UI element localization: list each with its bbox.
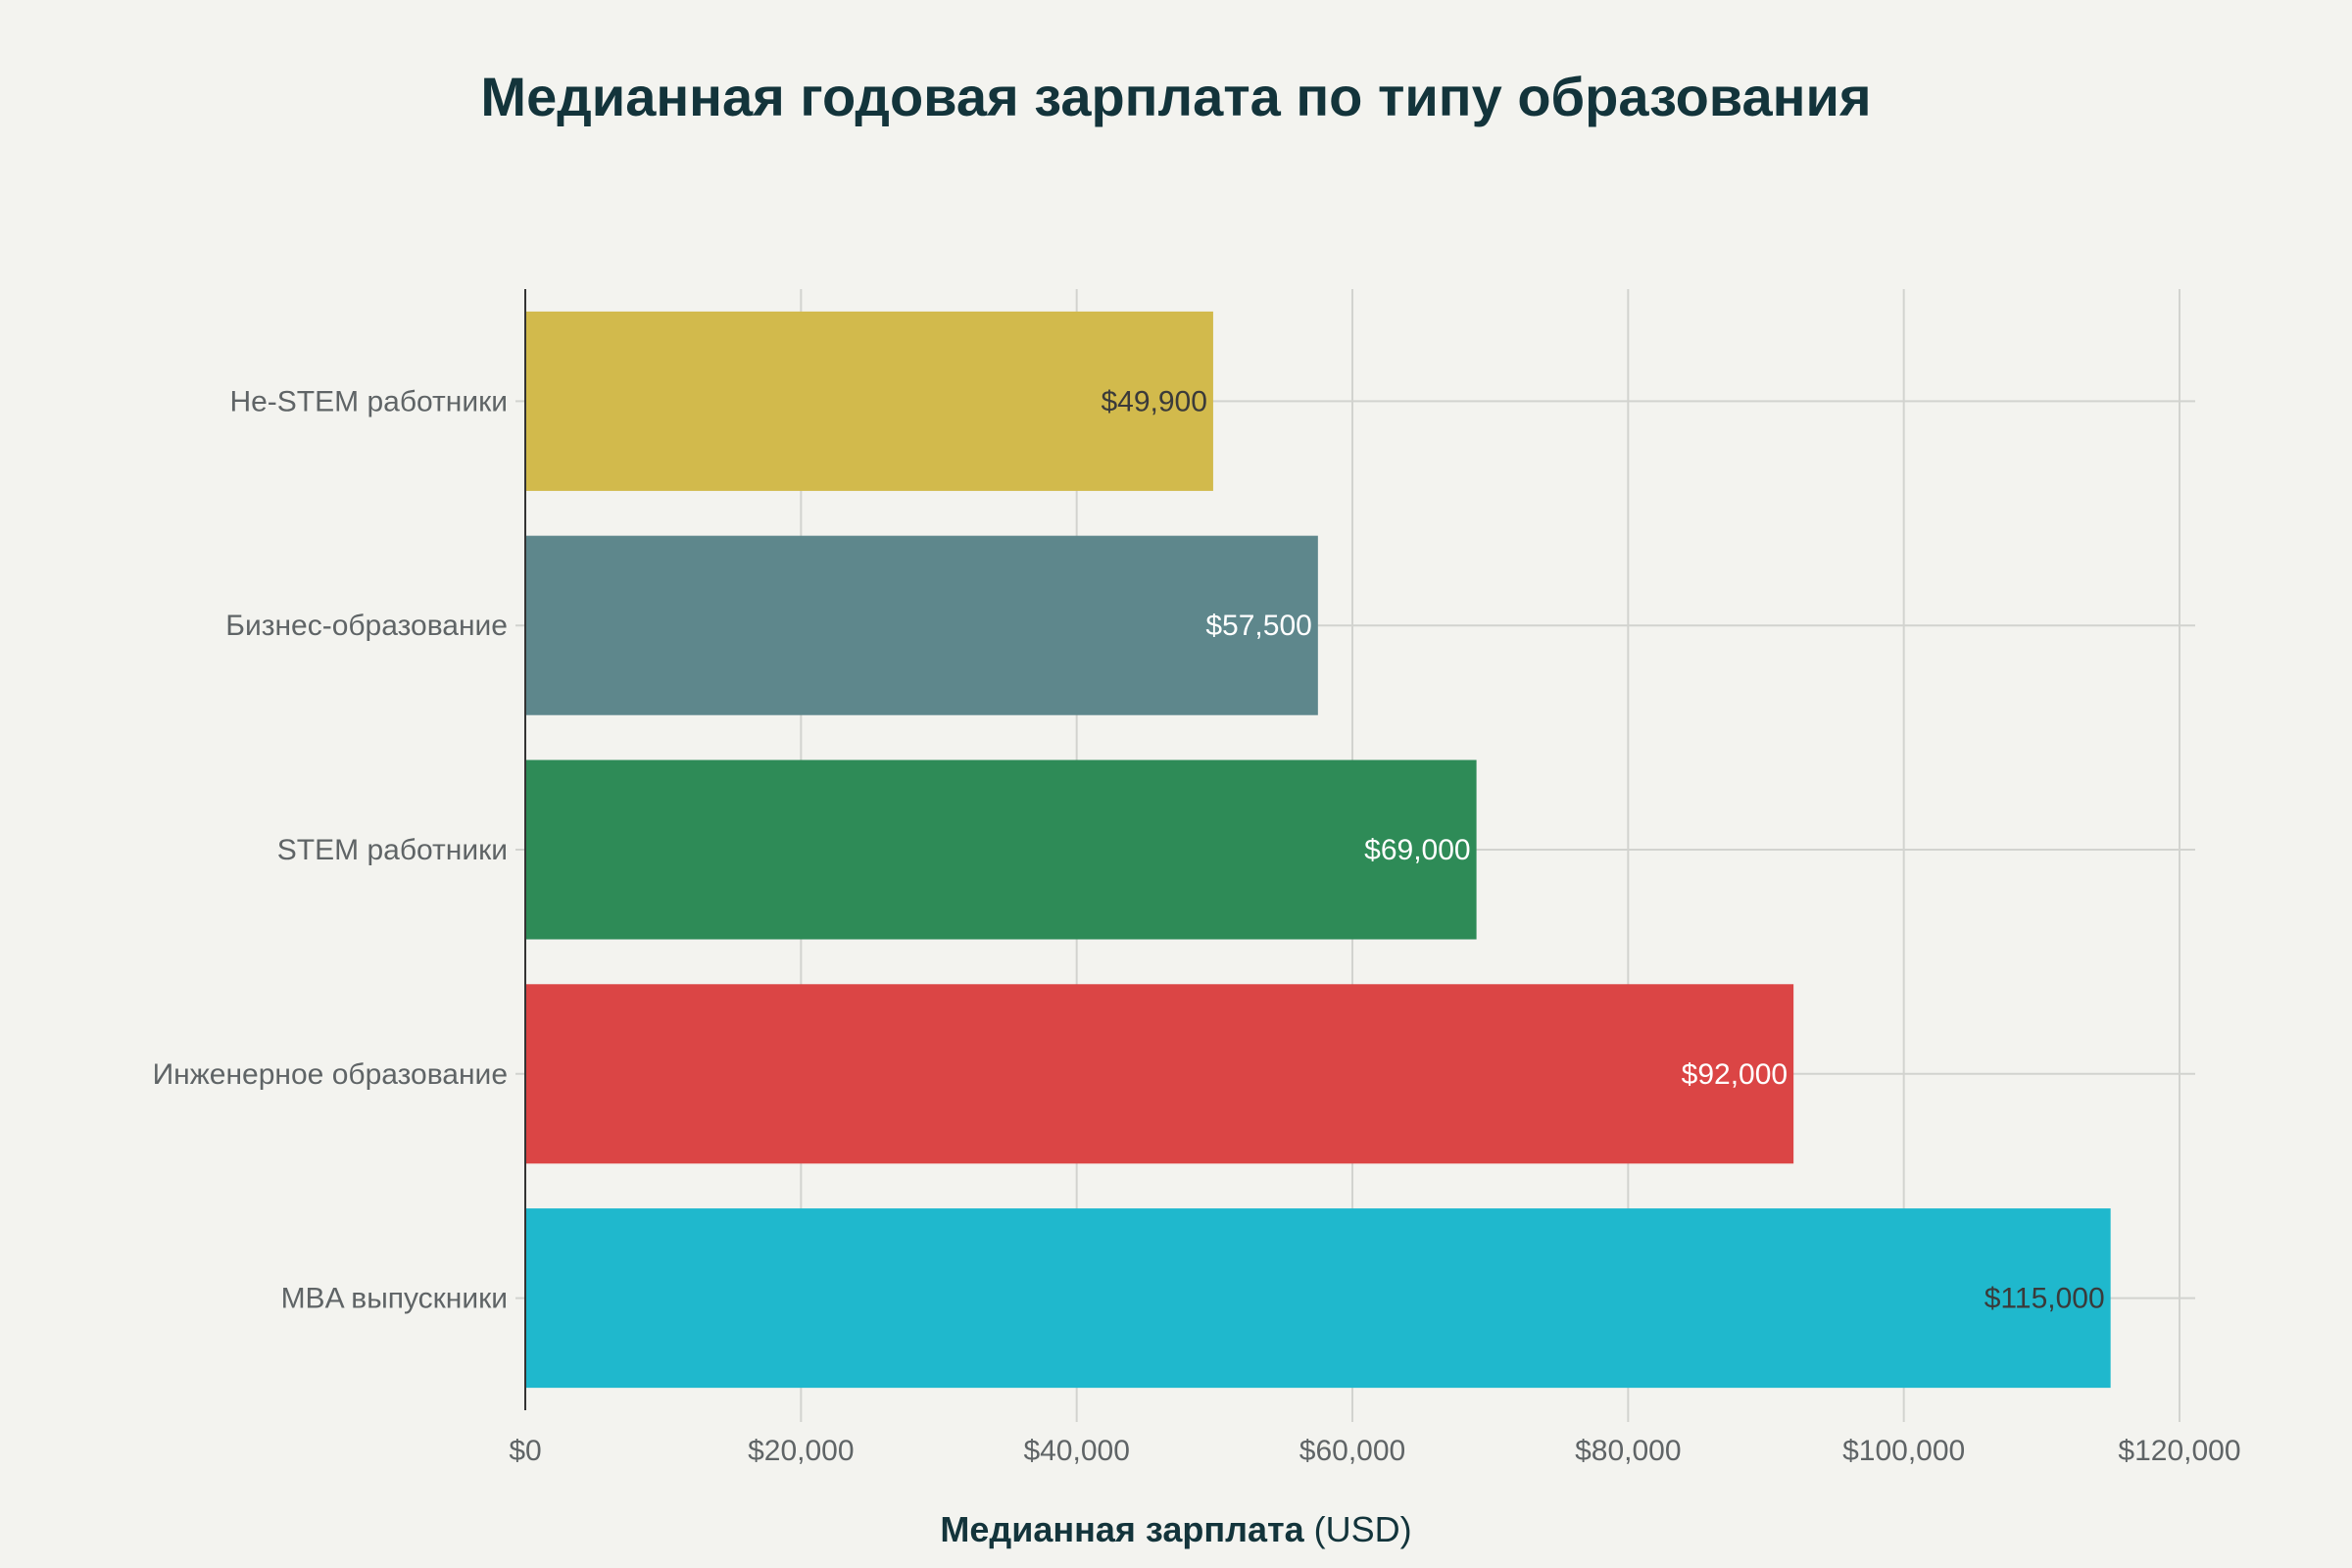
x-axis-title: Медианная зарплата (USD) <box>940 1509 1411 1549</box>
bar <box>525 311 1213 491</box>
bar <box>525 1208 2111 1389</box>
data-label: $69,000 <box>1364 834 1470 866</box>
y-tick-label: Бизнес-образование <box>225 610 508 642</box>
data-label: $115,000 <box>1984 1283 2105 1315</box>
y-axis-labels: Не-STEM работники Бизнес-образование STEM … <box>153 385 508 1314</box>
y-tick-label: Не-STEM работники <box>229 385 508 417</box>
x-tick-label: $60,000 <box>1299 1435 1405 1467</box>
x-axis-title-unit: (USD) <box>1314 1509 1412 1549</box>
x-tick-label: $0 <box>509 1435 541 1467</box>
x-axis-title-main: Медианная зарплата <box>940 1509 1304 1549</box>
x-tick-label: $120,000 <box>2118 1435 2240 1467</box>
y-tick-label: MBA выпускники <box>281 1283 508 1315</box>
y-tick-label: STEM работники <box>277 834 508 866</box>
x-tick-label: $80,000 <box>1575 1435 1681 1467</box>
bar <box>525 535 1318 715</box>
x-tick-label: $40,000 <box>1023 1435 1129 1467</box>
data-label: $49,900 <box>1101 385 1206 417</box>
data-label: $92,000 <box>1682 1058 1788 1091</box>
x-axis-labels: $0 $20,000 $40,000 $60,000 $80,000 $100,000 $1… <box>509 1435 2240 1467</box>
x-tick-label: $100,000 <box>1842 1435 1965 1467</box>
x-tick-label: $20,000 <box>748 1435 854 1467</box>
bar <box>525 760 1477 940</box>
chart-title: Медианная годовая зарплата по типу образ… <box>480 66 1871 127</box>
data-label: $57,500 <box>1205 610 1311 642</box>
bars: $49,900 $57,500 $69,000 $92,000 $115,000 <box>525 311 2111 1389</box>
bar <box>525 984 1794 1164</box>
y-tick-label: Инженерное образование <box>153 1058 508 1091</box>
